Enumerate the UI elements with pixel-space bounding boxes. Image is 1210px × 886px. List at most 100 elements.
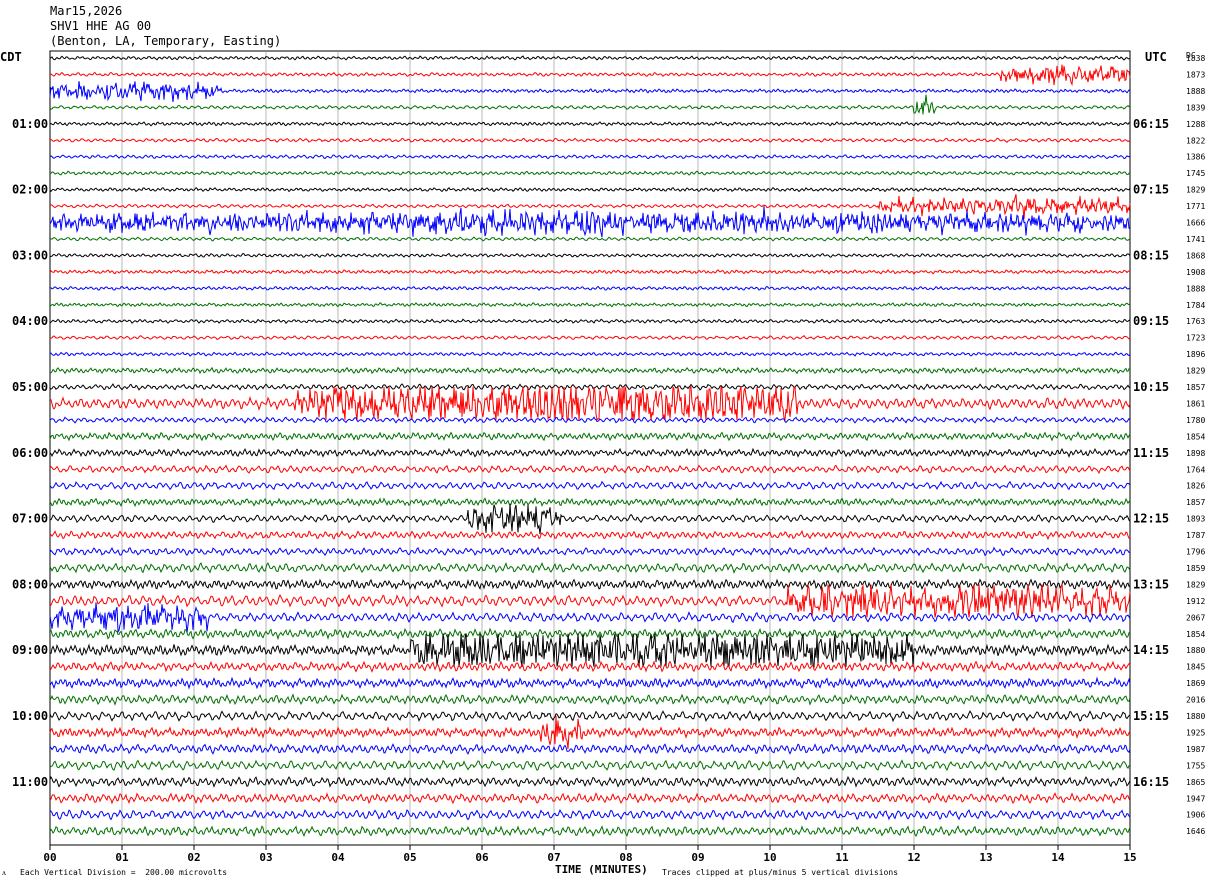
dc-offset-label: 1780 <box>1186 416 1205 425</box>
seismic-trace-12 <box>49 236 1131 242</box>
seismic-trace-27 <box>49 480 1131 491</box>
right-hour-label: 10:15 <box>1133 380 1169 394</box>
dc-offset-label: 2067 <box>1186 613 1205 622</box>
x-tick-label: 01 <box>115 851 129 864</box>
x-tick-label: 00 <box>43 851 56 864</box>
seismic-trace-42 <box>49 715 1131 749</box>
seismic-trace-29 <box>49 503 1131 535</box>
dc-offset-label: 1859 <box>1186 564 1205 573</box>
seismic-trace-5 <box>49 120 1131 127</box>
seismic-trace-48 <box>49 825 1131 838</box>
left-hour-label: 11:00 <box>12 775 48 789</box>
dc-offset-label: 1868 <box>1186 251 1205 260</box>
station-code: SHV1 HHE AG 00 <box>50 19 152 33</box>
left-hour-label: 08:00 <box>12 577 48 591</box>
dc-offset-label: 1666 <box>1186 219 1205 228</box>
dc-offset-label: 1386 <box>1186 153 1205 162</box>
plot-date: Mar15,2026 <box>50 4 123 18</box>
dc-offset-label: 1908 <box>1186 268 1205 277</box>
dc-offset-label: 1771 <box>1186 202 1205 211</box>
left-hour-label: 09:00 <box>12 643 48 657</box>
x-tick-label: 12 <box>907 851 920 864</box>
seismic-trace-41 <box>49 710 1131 723</box>
right-hour-label: 07:15 <box>1133 183 1169 197</box>
right-timezone-label: UTC <box>1145 50 1167 64</box>
seismic-trace-45 <box>49 775 1131 788</box>
right-hour-label: 06:15 <box>1133 117 1169 131</box>
dc-offset-label: 1906 <box>1186 811 1205 820</box>
right-hour-label: 13:15 <box>1133 577 1169 591</box>
seismic-trace-35 <box>49 602 1131 634</box>
dc-offset-label: 1723 <box>1186 334 1205 343</box>
seismic-trace-14 <box>49 269 1131 275</box>
seismic-trace-30 <box>49 529 1131 541</box>
seismic-trace-37 <box>49 633 1131 669</box>
seismic-trace-19 <box>49 351 1131 357</box>
plot-frame <box>49 50 1131 846</box>
dc-offset-label: 1857 <box>1186 383 1205 392</box>
seismic-trace-36 <box>49 627 1131 641</box>
dc-offset-label: 1741 <box>1186 235 1205 244</box>
seismic-trace-7 <box>49 154 1131 160</box>
dc-offset-label: 1857 <box>1186 498 1205 507</box>
dc-offset-label: 1829 <box>1186 367 1205 376</box>
x-tick-label: 13 <box>979 851 992 864</box>
dc-offset-label: 1896 <box>1186 350 1205 359</box>
left-timezone-label: CDT <box>0 50 22 64</box>
left-hour-label: 07:00 <box>12 512 48 526</box>
seismic-trace-6 <box>49 137 1131 143</box>
dc-offset-label: 1796 <box>1186 548 1205 557</box>
dc-offset-label: 1822 <box>1186 136 1205 145</box>
x-tick-label: 14 <box>1051 851 1065 864</box>
seismic-trace-43 <box>49 743 1131 755</box>
seismic-trace-26 <box>49 464 1131 475</box>
seismic-trace-32 <box>49 561 1131 574</box>
x-tick-label: 03 <box>259 851 272 864</box>
x-axis-title: TIME (MINUTES) <box>555 863 648 876</box>
left-hour-label: 01:00 <box>12 117 48 131</box>
seismic-trace-2 <box>49 64 1131 87</box>
seismic-trace-15 <box>49 285 1131 291</box>
dc-offset-label: 1755 <box>1186 761 1205 770</box>
seismic-trace-20 <box>49 366 1131 375</box>
seismic-trace-3 <box>49 81 1131 102</box>
seismic-trace-23 <box>49 416 1131 424</box>
left-hour-label: 02:00 <box>12 183 48 197</box>
dc-column-label: DC <box>1186 51 1196 60</box>
seismic-trace-8 <box>49 170 1131 176</box>
dc-offset-label: 1784 <box>1186 301 1205 310</box>
seismic-trace-38 <box>49 660 1131 673</box>
x-tick-label: 11 <box>835 851 849 864</box>
seismic-trace-46 <box>49 792 1131 805</box>
dc-offset-label: 1646 <box>1186 827 1205 836</box>
dc-offset-label: 1873 <box>1186 70 1205 79</box>
dc-offset-label: 1854 <box>1186 432 1205 441</box>
dc-offset-label: 1912 <box>1186 597 1205 606</box>
seismic-trace-24 <box>49 431 1131 442</box>
left-hour-label: 06:00 <box>12 446 48 460</box>
dc-offset-label: 1880 <box>1186 646 1205 655</box>
dc-offset-label: 1865 <box>1186 778 1205 787</box>
seismic-trace-22 <box>49 385 1131 422</box>
dc-offset-label: 1869 <box>1186 679 1205 688</box>
left-hour-label: 10:00 <box>12 709 48 723</box>
x-tick-label: 06 <box>475 851 489 864</box>
seismic-trace-13 <box>49 252 1131 258</box>
dc-offset-label: 1987 <box>1186 745 1205 754</box>
x-tick-label: 04 <box>331 851 345 864</box>
seismic-trace-39 <box>49 676 1131 690</box>
right-hour-label: 12:15 <box>1133 512 1169 526</box>
dc-offset-label: 1787 <box>1186 531 1205 540</box>
dc-offset-label: 1839 <box>1186 103 1205 112</box>
x-tick-label: 08 <box>619 851 632 864</box>
right-hour-label: 11:15 <box>1133 446 1169 460</box>
corner-mark: ᴧ <box>2 868 6 877</box>
clip-note: Traces clipped at plus/minus 5 vertical … <box>662 868 899 877</box>
seismic-trace-33 <box>49 578 1131 591</box>
seismic-trace-28 <box>49 497 1131 508</box>
x-tick-label: 15 <box>1123 851 1136 864</box>
dc-offset-label: 1764 <box>1186 465 1205 474</box>
seismic-trace-21 <box>49 383 1131 391</box>
seismic-trace-44 <box>49 759 1131 771</box>
dc-offset-label: 1898 <box>1186 449 1205 458</box>
